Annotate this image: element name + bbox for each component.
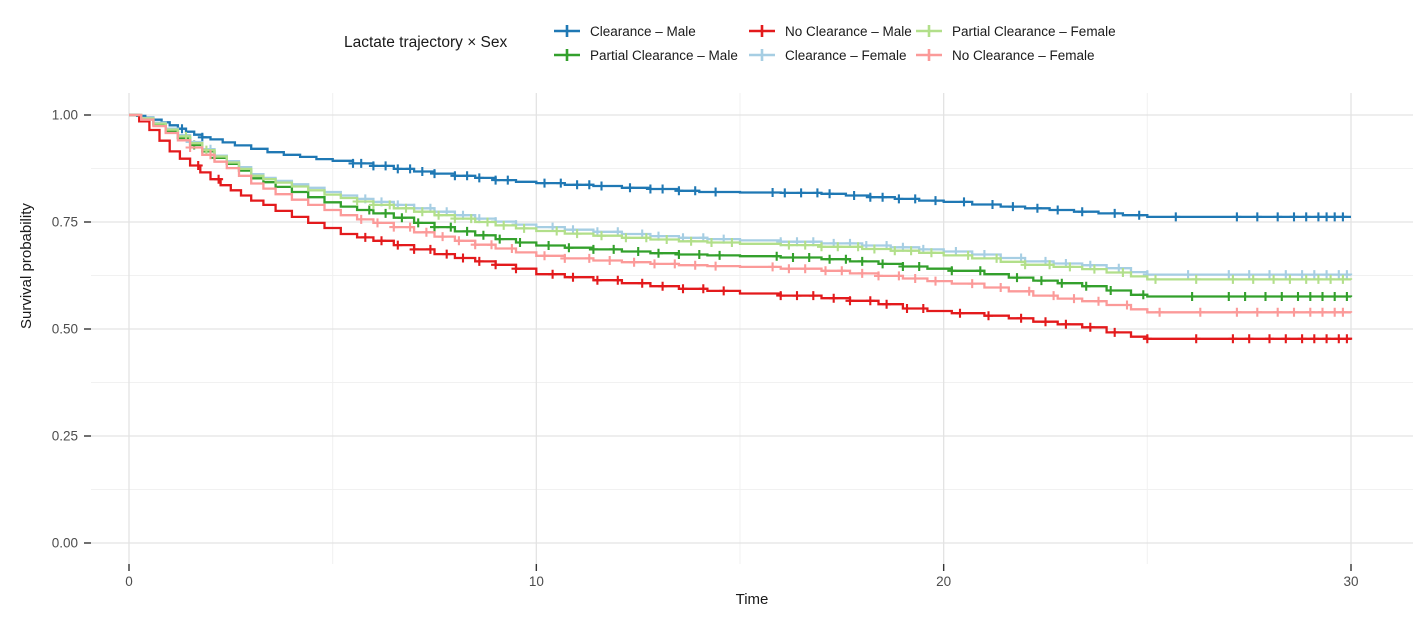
km-curve-2 [129,113,1353,344]
x-axis-title: Time [735,591,769,608]
x-tick-labels: 0 10 20 30 [125,574,1358,589]
svg-text:0.25: 0.25 [52,429,78,444]
legend-entry-clearance-female: Clearance – Female [748,43,912,67]
censor-plus-marks [185,137,1352,280]
legend-label: No Clearance – Male [785,23,912,39]
svg-text:0.75: 0.75 [52,215,78,230]
km-curve-1 [129,113,1353,301]
survival-step-line [129,113,1351,219]
censor-plus-marks [185,143,1348,317]
legend-entry-partial-clearance-female: Partial Clearance – Female [915,19,1116,43]
legend-label: Partial Clearance – Male [590,47,738,63]
major-gridlines [91,93,1413,564]
survival-step-line [129,113,1353,298]
censor-plus-marks [177,124,1348,222]
km-plus-key-icon [749,49,775,61]
axis-tick-marks [84,114,1352,571]
legend-entry-clearance-male: Clearance – Male [553,19,738,43]
km-curve-0 [129,113,1351,222]
svg-text:10: 10 [529,574,544,589]
censor-plus-marks [193,161,1352,344]
legend-label: Clearance – Male [590,23,696,39]
legend-label: Clearance – Female [785,47,907,63]
svg-text:0: 0 [125,574,133,589]
km-plus-key-icon [916,25,942,37]
legend-column-2: No Clearance – Male Clearance – Female [748,19,912,67]
legend-entry-no-clearance-male: No Clearance – Male [748,19,912,43]
legend-entry-partial-clearance-male: Partial Clearance – Male [553,43,738,67]
svg-text:0.00: 0.00 [52,536,78,551]
censor-plus-marks [181,131,1348,284]
svg-text:20: 20 [936,574,951,589]
km-plus-key-icon [916,49,942,61]
km-plus-key-icon [554,49,580,61]
legend-title: Lactate trajectory × Sex [344,34,508,51]
legend-column-3: Partial Clearance – Female No Clearance … [915,19,1116,67]
legend-entry-no-clearance-female: No Clearance – Female [915,43,1116,67]
svg-text:0.50: 0.50 [52,322,78,337]
svg-text:30: 30 [1343,574,1358,589]
legend-column-1: Clearance – Male Partial Clearance – Mal… [553,19,738,67]
y-tick-labels: 0.00 0.25 0.50 0.75 1.00 [52,108,78,551]
km-curve-5 [129,113,1353,317]
svg-text:1.00: 1.00 [52,108,78,123]
legend-label: No Clearance – Female [952,47,1095,63]
legend-label: Partial Clearance – Female [952,23,1116,39]
censor-plus-marks [189,140,1352,301]
km-plus-key-icon [749,25,775,37]
km-plus-key-icon [554,25,580,37]
